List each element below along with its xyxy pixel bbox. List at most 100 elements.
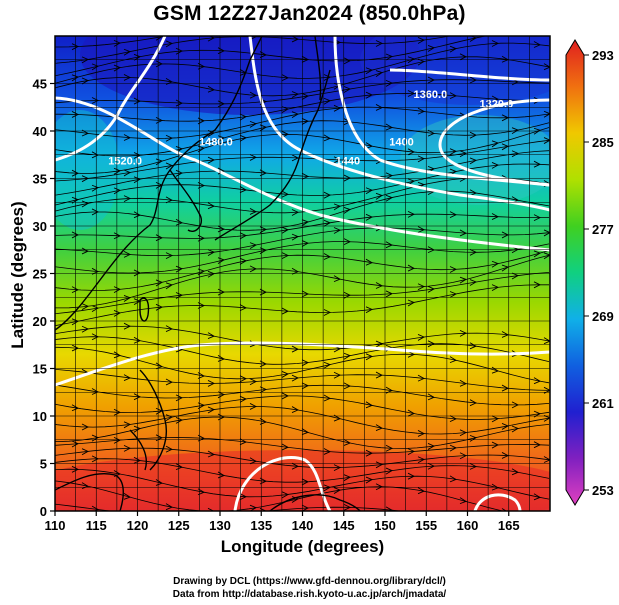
streamline-arrow — [113, 39, 122, 47]
y-tick-label: 40 — [33, 124, 47, 139]
streamline-arrow — [281, 190, 290, 198]
x-tick-label: 125 — [168, 518, 190, 533]
streamline-arrow — [511, 425, 520, 433]
streamline-arrow — [123, 169, 132, 177]
streamline-arrow — [469, 76, 478, 84]
streamline-arrow — [544, 515, 550, 521]
streamline-arrow — [385, 123, 394, 131]
streamline-arrow — [133, 176, 142, 184]
streamline-arrow — [449, 444, 458, 452]
streamline-arrow — [281, 371, 290, 378]
cool-zone-west — [55, 110, 120, 230]
streamline-arrow — [249, 91, 258, 99]
streamline-arrow — [512, 28, 518, 34]
streamline-arrow — [113, 286, 122, 294]
streamline-arrow — [459, 150, 468, 158]
colorbar-ticks: 253 261 269 277 285 293 — [584, 48, 614, 498]
x-tick-label: 165 — [498, 518, 520, 533]
streamline-arrow — [491, 162, 500, 169]
streamline-arrow — [71, 169, 80, 177]
streamline-arrow — [71, 404, 80, 412]
streamline-arrow — [511, 127, 520, 135]
colorbar-tick-label: 285 — [592, 135, 614, 150]
streamline-arrow — [375, 483, 384, 491]
streamline-arrow — [301, 240, 310, 247]
streamline-arrow — [491, 483, 500, 491]
streamline-arrow — [239, 375, 248, 383]
streamline-arrow — [133, 97, 142, 105]
streamline-arrow — [417, 456, 426, 464]
streamline-arrow — [113, 436, 122, 444]
streamline-arrow — [365, 142, 374, 150]
streamline — [55, 36, 488, 77]
contour-label: 1520.0 — [108, 155, 142, 167]
streamline-arrow — [197, 402, 206, 410]
streamline-arrow — [501, 452, 510, 459]
streamline-arrow — [291, 496, 300, 503]
streamline — [55, 272, 550, 315]
streamline-arrow — [450, 21, 456, 27]
streamline-arrow — [91, 208, 100, 216]
streamline-arrow — [511, 468, 520, 476]
streamline-arrow — [81, 303, 90, 311]
streamline-arrow — [343, 439, 352, 446]
streamline-arrow — [323, 448, 332, 455]
streamline-arrow — [427, 76, 436, 84]
streamline-arrow — [323, 394, 332, 402]
streamline-arrow — [343, 206, 352, 214]
streamline-arrow — [291, 374, 300, 382]
streamline-arrow — [301, 359, 310, 367]
streamline-arrow — [249, 378, 258, 386]
streamline-arrow — [71, 111, 80, 118]
streamline-arrow — [207, 406, 216, 414]
streamline — [55, 416, 550, 449]
streamline-arrow — [459, 276, 468, 284]
streamline-arrow — [407, 90, 416, 97]
streamline-arrow — [417, 283, 426, 291]
streamline-arrow — [365, 306, 374, 314]
streamline-arrow — [123, 134, 132, 141]
streamline-arrow — [324, 21, 330, 27]
streamline-arrow — [323, 361, 332, 369]
streamline-arrow — [301, 290, 310, 298]
streamline-arrow — [323, 219, 332, 227]
streamline-arrow — [133, 152, 142, 159]
streamline-arrow — [301, 478, 310, 486]
streamline-arrow — [501, 423, 510, 430]
streamline-arrow — [407, 210, 416, 218]
streamline-arrow — [375, 40, 384, 47]
streamline-arrow — [511, 401, 520, 409]
streamline — [55, 241, 550, 274]
colorbar-tick-label: 293 — [592, 48, 614, 63]
coast-newguinea — [269, 494, 361, 511]
streamline-arrow — [113, 310, 122, 317]
streamline-arrow — [323, 134, 332, 142]
streamline-arrow — [207, 85, 216, 93]
streamline-arrow — [385, 467, 394, 475]
streamline-arrow — [91, 388, 100, 395]
streamline-arrow — [259, 386, 268, 394]
streamline — [55, 395, 550, 420]
streamline-arrow — [291, 154, 300, 162]
streamline-arrow — [343, 57, 352, 65]
x-tick-label: 145 — [333, 518, 355, 533]
streamline-arrow — [197, 182, 206, 189]
streamline-arrow — [543, 110, 550, 118]
streamline-arrow — [375, 340, 384, 348]
streamline-arrow — [123, 492, 132, 500]
streamline-arrow — [449, 475, 458, 483]
streamline-arrow — [281, 74, 290, 82]
streamline-arrow — [543, 137, 550, 144]
streamline-arrow — [249, 154, 258, 161]
x-tick-label: 140 — [292, 518, 314, 533]
streamline-arrow — [491, 213, 500, 220]
streamline — [55, 346, 550, 384]
streamline-arrow — [259, 477, 268, 485]
streamline-arrow — [385, 506, 394, 511]
contour-label: 1360.0 — [414, 89, 448, 101]
streamline-arrow — [197, 434, 206, 442]
streamline — [55, 79, 550, 105]
streamline-arrow — [123, 444, 132, 452]
streamline-arrow — [449, 211, 458, 219]
credit-data-source: Data from http://database.rish.kyoto-u.a… — [172, 589, 447, 600]
